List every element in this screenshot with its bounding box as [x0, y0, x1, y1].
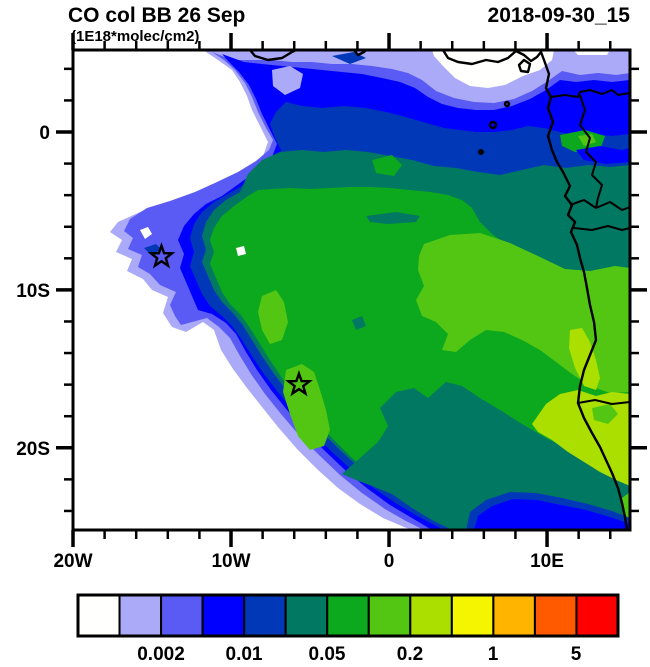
- ytick-label-0: 0: [39, 123, 50, 144]
- star-marker-1: [285, 370, 313, 397]
- colorbar-label-005: 0.05: [309, 644, 346, 665]
- teal-region-south: [342, 382, 630, 530]
- colorbar-cell-3: [201, 594, 246, 637]
- colorbar-cell-4: [243, 594, 287, 637]
- teal-spot-center: [352, 316, 366, 330]
- annobon-island: [478, 148, 485, 155]
- principe-island: [503, 100, 511, 108]
- xtick-label-10e: 10E: [530, 551, 564, 572]
- colorbar-cell-0: [77, 594, 121, 637]
- colorbar-cell-10: [492, 594, 536, 637]
- brightgreen-spot-in-yellowgreen: [592, 404, 618, 424]
- colorbar-label-5: 5: [571, 644, 582, 665]
- yellowgreen-strip-coast-north: [569, 328, 600, 390]
- country-borders: [550, 89, 630, 405]
- coastline-gulf-west: [248, 50, 298, 62]
- blue-region-bottom: [474, 499, 630, 530]
- colorbar-cell-6: [326, 594, 370, 637]
- coastline-main: [441, 50, 629, 530]
- ytick-label-20s: 20S: [16, 439, 50, 460]
- colorbar-label-001: 0.01: [226, 644, 263, 665]
- darkblue-spot-near-ascension: [144, 244, 162, 254]
- sao-tome-island: [488, 120, 498, 130]
- colorbar-cell-1: [118, 594, 163, 637]
- xtick-label-20w: 20W: [53, 551, 92, 572]
- plot-title: CO col BB 26 Sep: [68, 4, 245, 27]
- green-patch-in-teal: [372, 155, 402, 176]
- colorbar-cells: [77, 594, 620, 637]
- africa-coastline: [248, 50, 629, 530]
- colorbar-frame: [76, 593, 620, 638]
- lavender-patch-top-band: [272, 66, 303, 95]
- star-marker-0: [147, 242, 176, 269]
- colorbar-cell-9: [450, 594, 495, 637]
- colorbar-cell-12: [575, 594, 620, 637]
- colorbar-cell-11: [533, 594, 578, 637]
- colorbar-cell-7: [367, 594, 412, 637]
- colorbar-cell-8: [409, 594, 453, 637]
- brightgreen-spot-land-north: [578, 134, 596, 146]
- colorbar-label-0002: 0.002: [137, 644, 185, 665]
- colorbar-label-1: 1: [488, 644, 499, 665]
- xtick-label-0: 0: [384, 551, 395, 572]
- brightgreen-patch-west: [258, 290, 288, 344]
- colorbar-cell-5: [284, 594, 329, 637]
- colorbar-label-02: 0.2: [397, 644, 423, 665]
- ytick-label-10s: 10S: [16, 281, 50, 302]
- plot-timestamp: 2018-09-30_15: [488, 4, 631, 27]
- plot-units-subtitle: (1E18*molec/cm2): [71, 28, 199, 45]
- white-spot-wing: [140, 227, 152, 239]
- bioko-island: [517, 58, 532, 74]
- map-panel: [73, 50, 630, 530]
- xtick-label-10w: 10W: [211, 551, 250, 572]
- blue-patch-northeast: [576, 146, 630, 164]
- station-markers: [147, 242, 313, 397]
- colorbar-cell-2: [160, 594, 204, 637]
- white-spot-near-star: [236, 246, 246, 256]
- axis-ticks: [56, 33, 647, 547]
- teal-streak-center: [366, 212, 420, 224]
